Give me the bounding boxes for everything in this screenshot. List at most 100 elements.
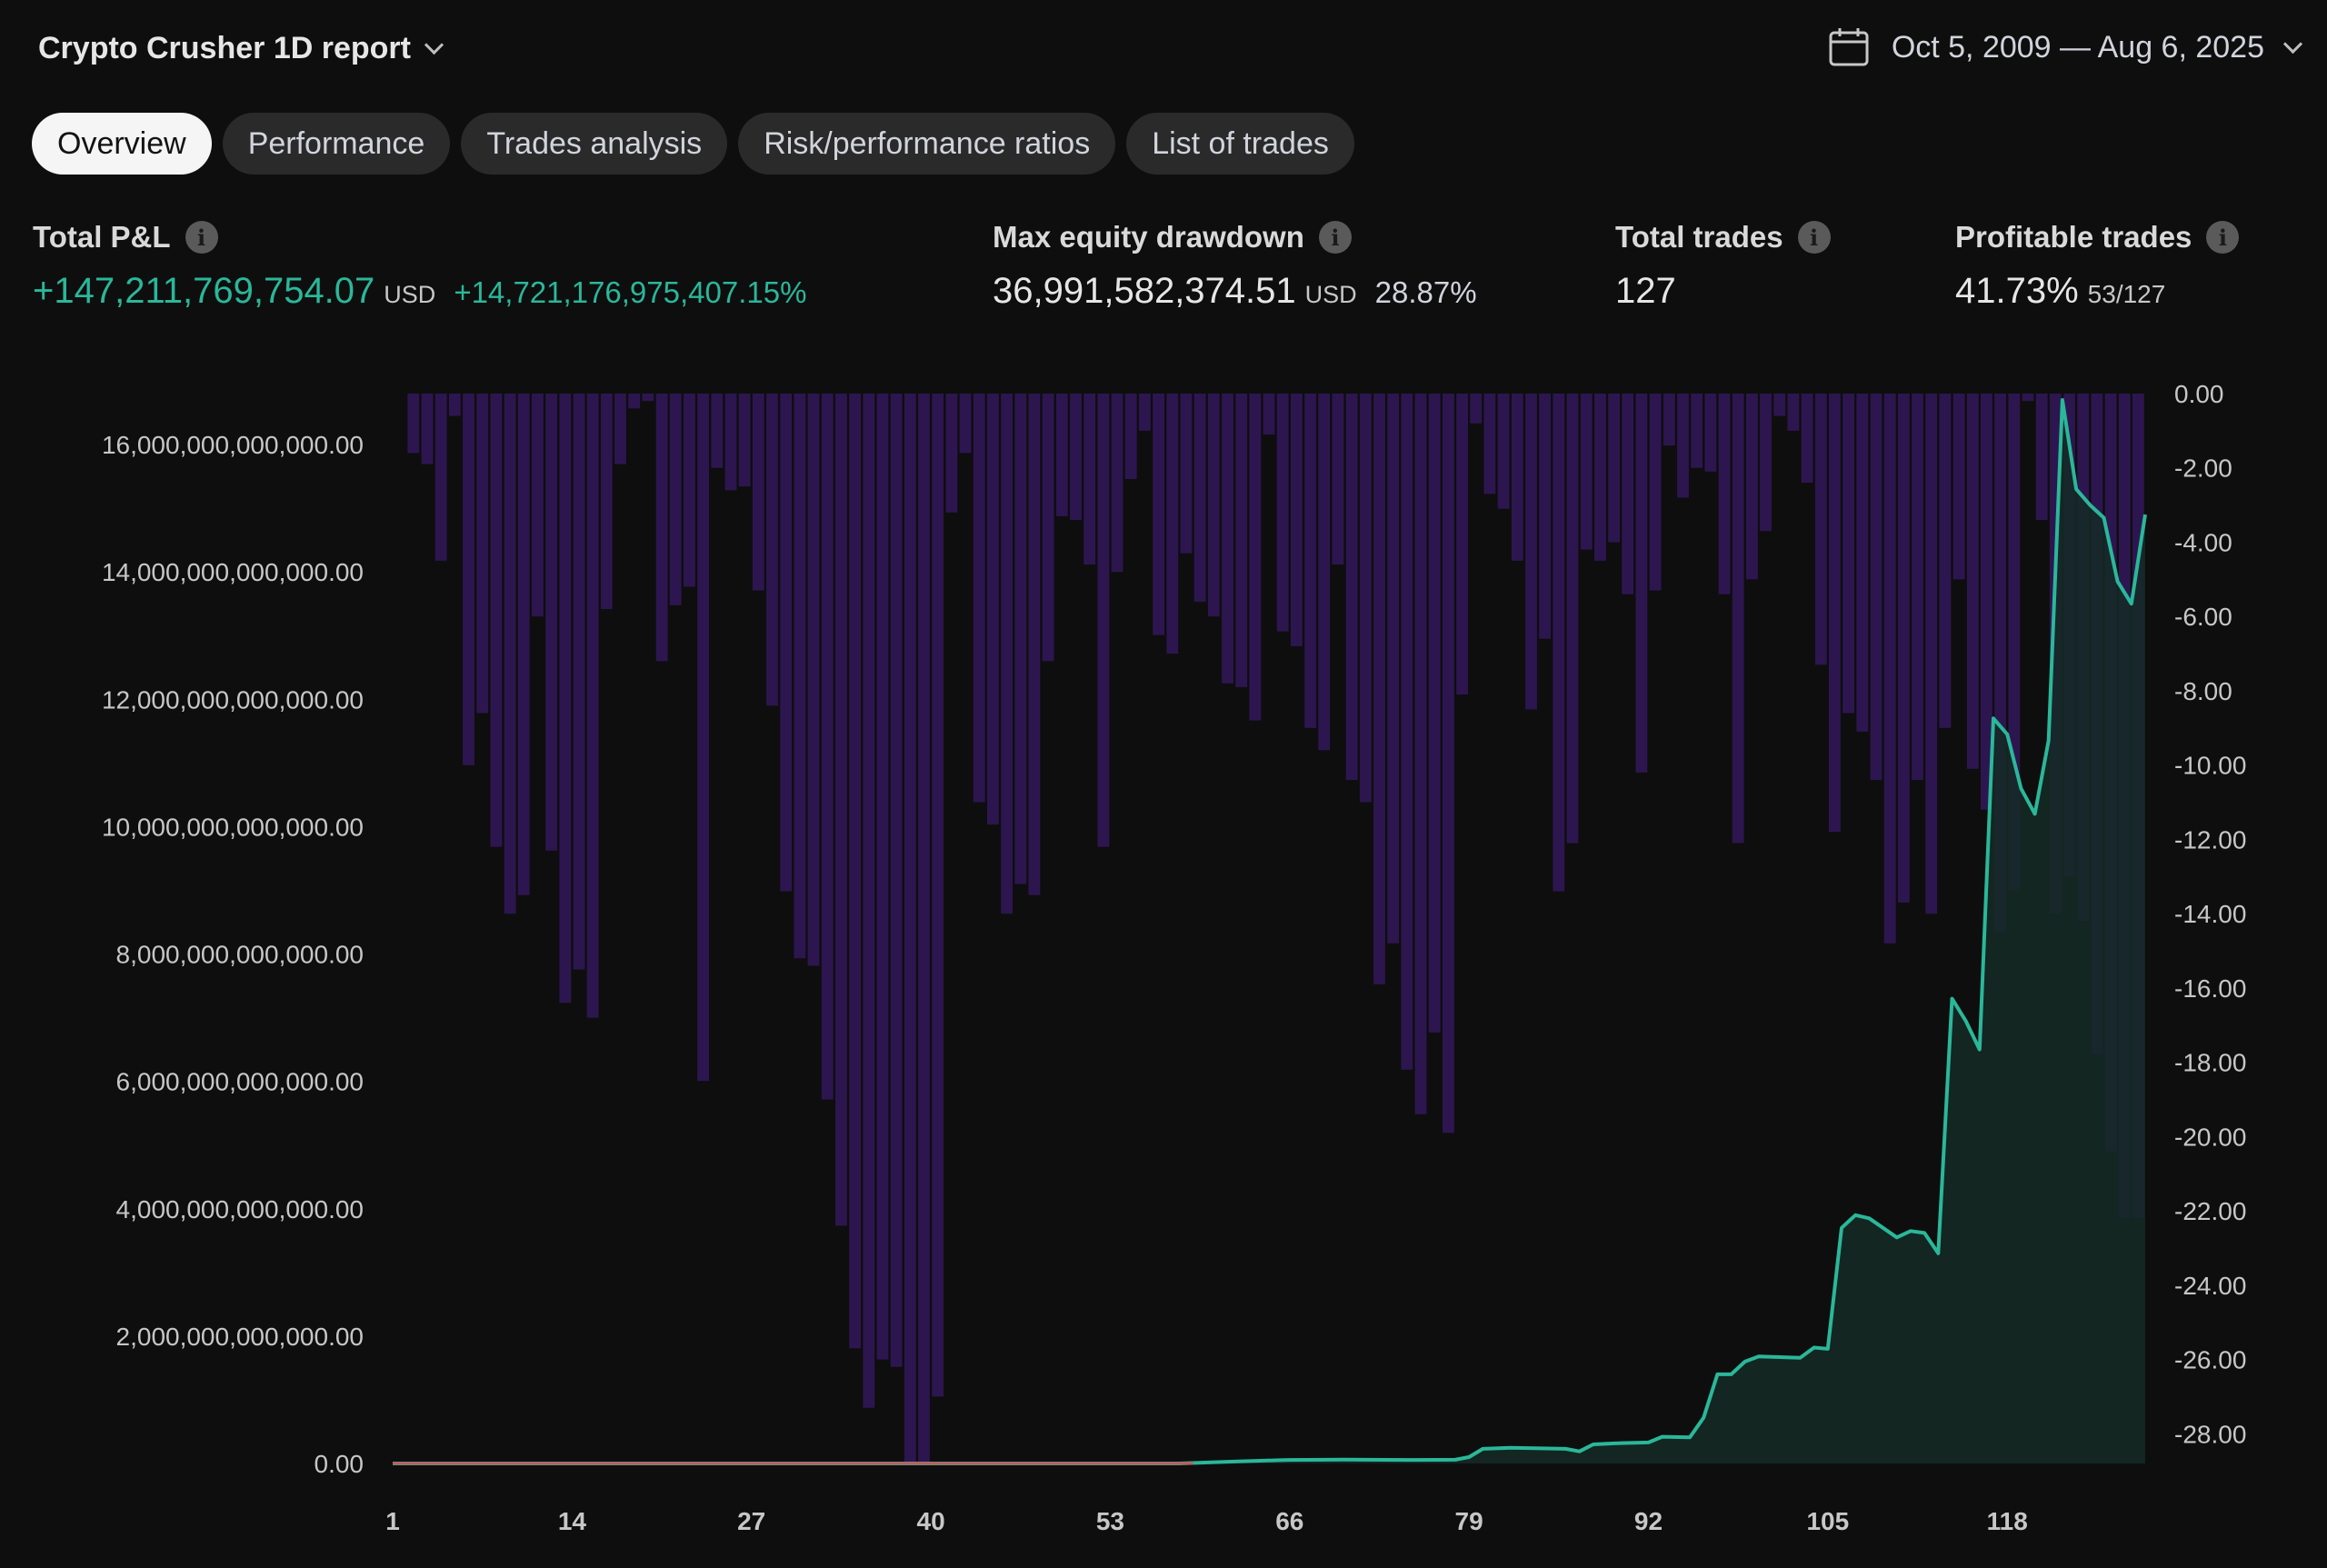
drawdown-bar [463,394,474,765]
chevron-down-icon [424,35,444,55]
drawdown-bar [1704,394,1717,472]
tab-overview[interactable]: Overview [32,113,212,175]
stat-profitable-trades: Profitable trades i 41.73% 53/127 [1955,216,2240,312]
drawdown-bar [1153,394,1164,635]
drawdown-bar [932,394,944,1397]
info-icon[interactable]: i [2206,221,2240,254]
drawdown-bar [1443,394,1454,1134]
drawdown-bar [1773,394,1786,416]
tab-performance[interactable]: Performance [222,113,451,175]
drawdown-bar [711,394,724,468]
drawdown-bar [1084,394,1096,564]
drawdown-bar [1870,394,1883,780]
drawdown-bar [1387,394,1400,944]
drawdown-bar [904,394,916,1463]
drawdown-bar [669,394,682,605]
drawdown-bar [1649,394,1662,591]
drawdown-bar [1856,394,1869,732]
drawdown-bar [1111,394,1124,573]
drawdown-bar [1070,394,1082,520]
drawdown-bar [766,394,778,706]
right-tick-label: -10.00 [2174,752,2246,780]
drawdown-bar [1428,394,1441,1033]
x-tick-label: 1 [385,1507,400,1535]
drawdown-bar [1553,394,1565,892]
drawdown-bar [1304,394,1316,728]
info-icon[interactable]: i [1797,221,1831,254]
left-tick-label: 2,000,000,000,000.00 [116,1323,364,1351]
info-icon[interactable]: i [185,221,218,254]
drawdown-bar [1124,394,1137,479]
total-trades-value: 127 [1615,271,1676,311]
drawdown-bar [807,394,820,966]
drawdown-bar [1787,394,1800,431]
right-tick-label: -16.00 [2174,974,2246,1003]
drawdown-bar [1166,394,1179,654]
drawdown-bar [1594,394,1606,561]
tab-risk-performance-ratios[interactable]: Risk/performance ratios [738,113,1116,175]
drawdown-bar [1746,394,1758,580]
report-title-dropdown[interactable]: Crypto Crusher 1D report [38,31,444,66]
x-tick-label: 79 [1455,1507,1483,1535]
drawdown-bar [2035,394,2048,520]
right-tick-label: -26.00 [2174,1346,2246,1374]
drawdown-bar [1883,394,1896,944]
drawdown-bar [835,394,847,1226]
drawdown-bar [1622,394,1634,594]
report-header: Crypto Crusher 1D report Oct 5, 2009 — A… [0,0,2327,100]
drawdown-bar [1912,394,1923,780]
right-tick-label: -8.00 [2174,677,2232,705]
drawdown-bar [1345,394,1358,780]
drawdown-bar [642,394,654,402]
tab-list-of-trades[interactable]: List of trades [1126,113,1354,175]
drawdown-bar [1497,394,1510,509]
left-tick-label: 6,000,000,000,000.00 [116,1068,364,1096]
stat-label: Total P&L [33,220,171,254]
drawdown-bar [1511,394,1523,561]
report-title: Crypto Crusher 1D report [38,31,411,65]
drawdown-bar [1332,394,1344,564]
drawdown-bar [1001,394,1013,914]
profitable-trades-percent: 41.73% [1955,271,2079,311]
drawdown-bar [1097,394,1110,847]
drawdown-bar [448,394,461,416]
drawdown-bar [1843,394,1854,714]
drawdown-bar [1691,394,1703,468]
calendar-icon [1829,28,1869,66]
drawdown-bar [407,394,420,454]
total-pnl-percent: +14,721,176,975,407.15% [454,275,807,309]
right-tick-label: -4.00 [2174,529,2232,557]
drawdown-bar [1718,394,1731,594]
info-icon[interactable]: i [1318,221,1352,254]
drawdown-bar [1566,394,1579,844]
drawdown-bar [724,394,737,491]
drawdown-bar [1732,394,1744,844]
drawdown-bar [1608,394,1620,543]
left-tick-label: 0.00 [315,1450,365,1478]
tab-trades-analysis[interactable]: Trades analysis [461,113,728,175]
date-range-picker[interactable]: Oct 5, 2009 — Aug 6, 2025 [1828,27,2303,67]
drawdown-bar [1359,394,1372,803]
drawdown-bar [1470,394,1483,424]
date-range-label: Oct 5, 2009 — Aug 6, 2025 [1891,29,2264,65]
drawdown-bar [752,394,764,591]
equity-drawdown-chart[interactable]: 0.00 2,000,000,000,000.00 4,000,000,000,00… [0,364,2327,1568]
stat-total-pnl: Total P&L i +147,211,769,754.07 USD +14,… [33,216,806,312]
drawdown-bar [1373,394,1385,984]
drawdown-bar [1539,394,1551,639]
right-tick-label: -24.00 [2174,1272,2246,1300]
x-tick-label: 53 [1096,1507,1124,1535]
right-tick-label: -28.00 [2174,1420,2246,1448]
stat-total-trades: Total trades i 127 [1615,216,1831,312]
drawdown-bar [434,394,447,561]
equity-area [393,398,2147,1465]
drawdown-bar [1414,394,1427,1114]
drawdown-bar [697,394,709,1082]
drawdown-bar [1207,394,1220,617]
right-axis-ticks: 0.00 -2.00 -4.00 -6.00 -8.00 -10.00 -12.00 -14.… [2174,380,2246,1448]
drawdown-bar [1401,394,1413,1070]
right-tick-label: -6.00 [2174,603,2232,631]
drawdown-bar [1042,394,1054,662]
drawdown-bar [628,394,641,409]
drawdown-bar [738,394,751,487]
